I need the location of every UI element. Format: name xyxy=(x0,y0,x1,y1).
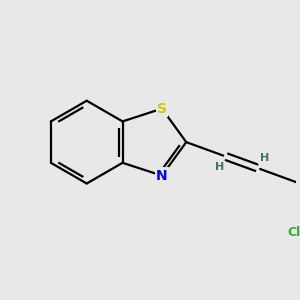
Text: S: S xyxy=(157,102,167,116)
Text: N: N xyxy=(156,169,168,183)
Text: Cl: Cl xyxy=(287,226,300,238)
Text: H: H xyxy=(214,162,224,172)
Text: H: H xyxy=(260,153,269,163)
